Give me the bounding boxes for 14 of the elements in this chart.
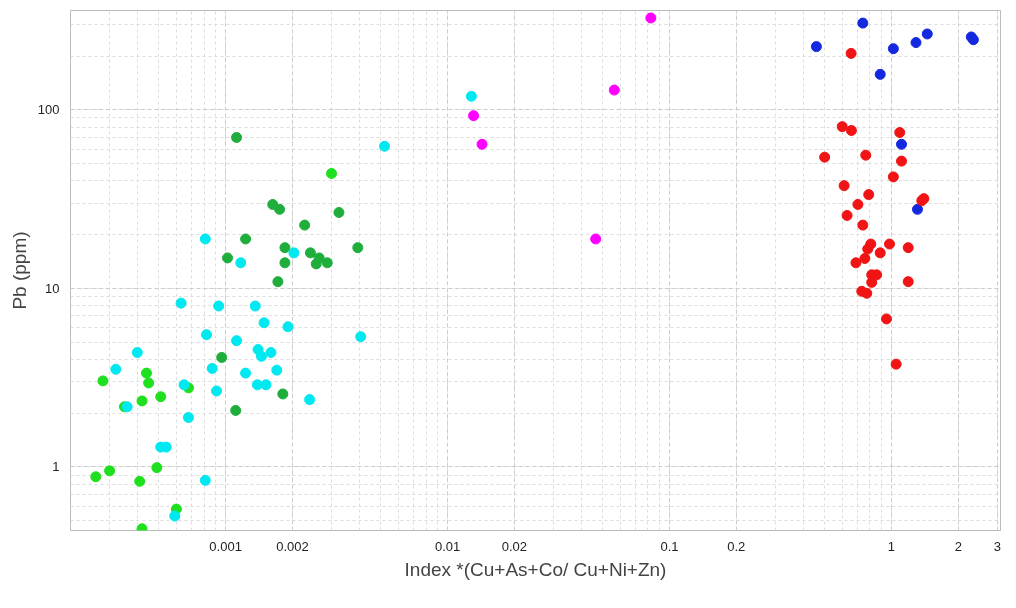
x-tick-label: 0.1 <box>660 538 679 554</box>
y-axis-title: Pb (ppm) <box>8 231 30 310</box>
x-tick-label: 1 <box>887 538 896 554</box>
x-tick-label: 0.002 <box>276 538 309 554</box>
y-tick-label: 1 <box>52 459 60 475</box>
x-tick-label: 0.2 <box>727 538 746 554</box>
x-tick-label: 2 <box>954 538 962 554</box>
x-tick-label: 0.001 <box>209 538 242 554</box>
y-tick-label: 10 <box>45 280 60 296</box>
y-tick-label: 100 <box>37 102 60 118</box>
x-tick-label: 0.01 <box>434 538 461 554</box>
x-axis-title: Index *(Cu+As+Co/ Cu+Ni+Zn) <box>404 558 667 580</box>
x-tick-label: 3 <box>993 538 1001 554</box>
x-tick-label: 0.02 <box>501 538 528 554</box>
